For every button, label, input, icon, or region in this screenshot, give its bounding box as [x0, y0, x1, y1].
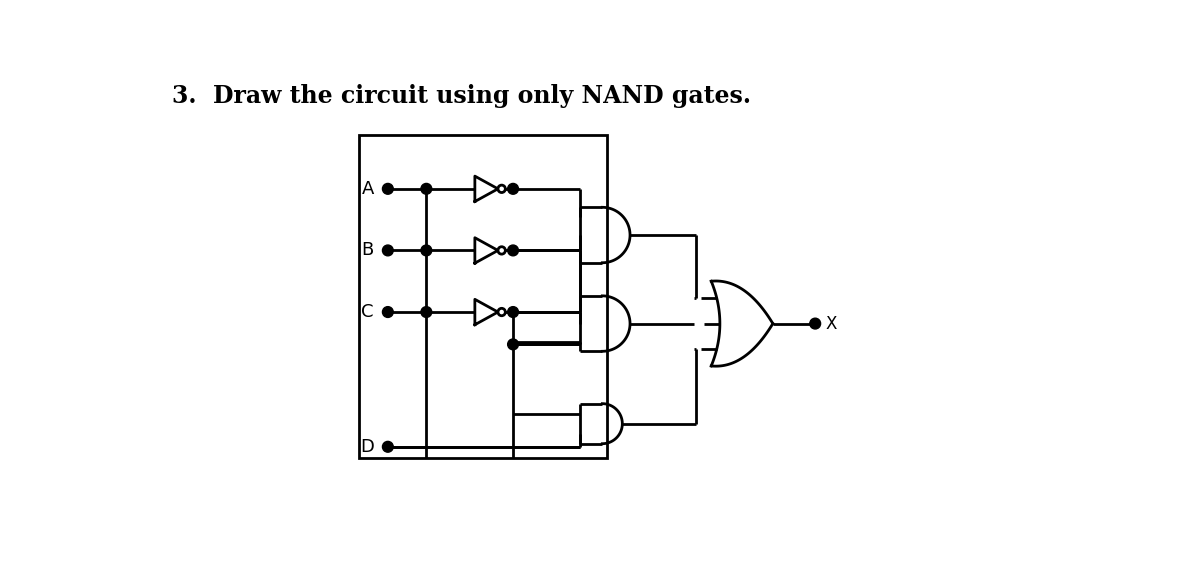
Text: B: B	[361, 241, 374, 259]
Circle shape	[498, 309, 505, 316]
Text: C: C	[361, 303, 374, 321]
Text: A: A	[361, 180, 374, 198]
Text: D: D	[360, 438, 374, 456]
Circle shape	[421, 184, 432, 194]
Circle shape	[508, 184, 518, 194]
Circle shape	[421, 245, 432, 256]
Circle shape	[383, 307, 394, 317]
Circle shape	[498, 185, 505, 193]
Circle shape	[383, 441, 394, 452]
Circle shape	[383, 184, 394, 194]
Text: 3.  Draw the circuit using only NAND gates.: 3. Draw the circuit using only NAND gate…	[173, 84, 751, 108]
Circle shape	[421, 307, 432, 317]
Circle shape	[810, 318, 821, 329]
Circle shape	[508, 339, 518, 350]
Bar	[359, 135, 607, 457]
Circle shape	[508, 245, 518, 256]
Circle shape	[383, 245, 394, 256]
Circle shape	[498, 247, 505, 254]
Circle shape	[508, 307, 518, 317]
Text: X: X	[826, 314, 836, 332]
